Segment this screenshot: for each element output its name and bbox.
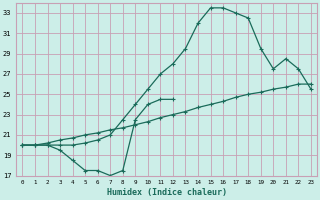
X-axis label: Humidex (Indice chaleur): Humidex (Indice chaleur) [107, 188, 227, 197]
